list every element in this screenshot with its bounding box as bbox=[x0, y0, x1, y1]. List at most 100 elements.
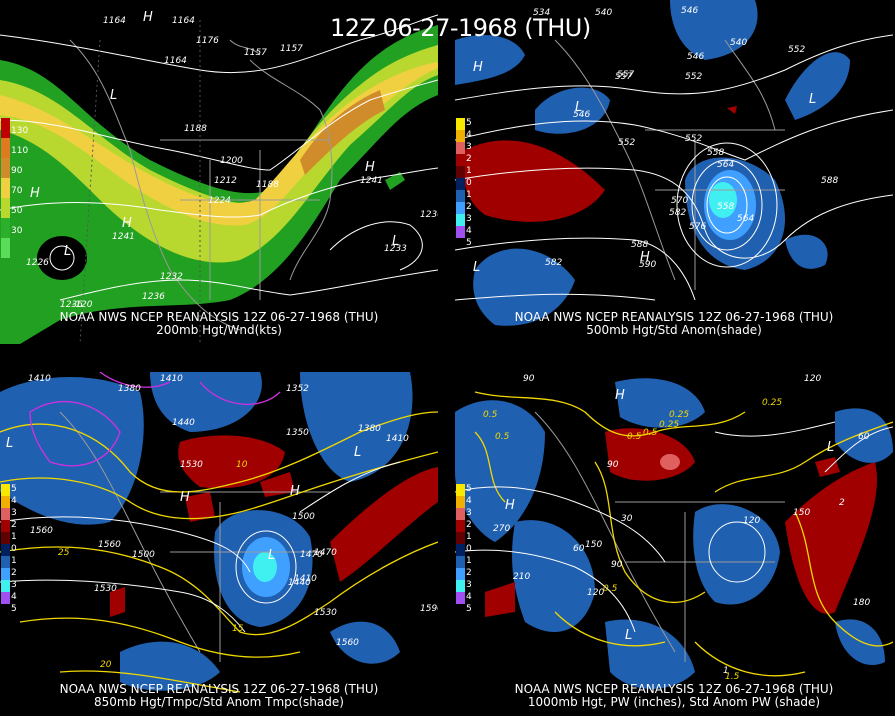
anomaly-neg-south bbox=[473, 248, 575, 326]
low-pressure-label: L bbox=[392, 234, 400, 249]
colorbar-tick-label: 3 bbox=[466, 214, 472, 224]
contour-label: 1236 bbox=[60, 300, 83, 310]
contour-label: 0.25 bbox=[659, 420, 680, 430]
contour-label: 1200 bbox=[220, 156, 243, 166]
contour-label: 590 bbox=[639, 260, 657, 270]
anomaly-pos-ne bbox=[260, 472, 295, 497]
contour-label: 0.5 bbox=[643, 428, 658, 438]
colorbar-tick-label: 5 bbox=[11, 484, 17, 494]
colorbar-tick-label: 4 bbox=[466, 130, 472, 140]
colorbar-tick-label: 5 bbox=[466, 118, 472, 128]
anomaly-pos-sw2 bbox=[110, 587, 125, 617]
contour-label: 540 bbox=[595, 8, 613, 18]
height-contours bbox=[455, 421, 893, 633]
low-pressure-label: L bbox=[64, 244, 72, 259]
contour-label: 1233 bbox=[384, 244, 407, 254]
jet-band-mid bbox=[0, 45, 438, 263]
colorbar-anomaly bbox=[456, 484, 465, 604]
colorbar-tick-label: 5 bbox=[466, 484, 472, 494]
contour-label: 2 bbox=[839, 498, 845, 508]
contour-label: 1440 bbox=[172, 418, 195, 428]
colorbar-tick-label: 4 bbox=[11, 592, 17, 602]
anomaly-neg-central bbox=[512, 520, 595, 632]
contour-label: 1188 bbox=[256, 180, 279, 190]
colorbar-swatch bbox=[456, 202, 465, 214]
anomaly-neg-atl bbox=[785, 52, 850, 121]
colorbar-swatch bbox=[1, 568, 10, 580]
colorbar-tick-label: 5 bbox=[11, 604, 17, 614]
contour-label: 1560 bbox=[30, 526, 53, 536]
contour-label: 1164 bbox=[103, 16, 126, 26]
colorbar-swatch bbox=[1, 580, 10, 592]
anomaly-neg-peak bbox=[709, 182, 737, 218]
pw-contours bbox=[474, 391, 893, 677]
contour-label: 1.5 bbox=[725, 672, 740, 682]
colorbar-swatch bbox=[1, 592, 10, 604]
colorbar-swatch bbox=[456, 592, 465, 604]
contour-label: 120 bbox=[804, 374, 822, 384]
anomaly-neg-gulf bbox=[785, 234, 828, 269]
trough-contour-2 bbox=[691, 159, 763, 251]
high-pressure-label: H bbox=[365, 160, 375, 175]
anomaly-pos-west bbox=[463, 140, 605, 222]
contour-label: 1500 bbox=[132, 550, 155, 560]
colorbar-swatch bbox=[456, 154, 465, 166]
colorbar-swatch bbox=[1, 520, 10, 532]
contour-label: 1176 bbox=[196, 36, 219, 46]
low-pressure-label: L bbox=[110, 88, 118, 103]
caption-line1: NOAA NWS NCEP REANALYSIS 12Z 06-27-1968 … bbox=[514, 682, 834, 696]
colorbar-tick-label: 5 bbox=[466, 604, 472, 614]
contour-label: 564 bbox=[717, 160, 735, 170]
low-pressure-label: L bbox=[354, 445, 362, 460]
jet-band-max bbox=[300, 90, 385, 175]
anomaly-pos-sw bbox=[185, 492, 215, 522]
high-pressure-label: H bbox=[180, 490, 190, 505]
colorbar-swatch bbox=[456, 190, 465, 202]
colorbar-swatch bbox=[1, 218, 10, 238]
contour-label: 1410 bbox=[386, 434, 409, 444]
low-pressure-label: L bbox=[809, 92, 817, 107]
contour-label: 90 bbox=[523, 374, 535, 384]
anomaly-neg-ne bbox=[670, 0, 758, 60]
contour-label: 1560 bbox=[336, 638, 359, 648]
contour-label: 120 bbox=[587, 588, 605, 598]
contour-label: 0.25 bbox=[669, 410, 690, 420]
contour-label: 557 bbox=[615, 72, 633, 82]
low-pressure-label: L bbox=[6, 436, 14, 451]
high-pressure-label: H bbox=[122, 216, 132, 231]
contour-label: 1530 bbox=[314, 608, 337, 618]
anomaly-neg-south bbox=[120, 641, 220, 691]
anomaly-pos-ne bbox=[815, 457, 840, 477]
caption-line1: NOAA NWS NCEP REANALYSIS 12Z 06-27-1968 … bbox=[59, 310, 379, 324]
contour-label: 1157 bbox=[244, 48, 267, 58]
colorbar-swatch bbox=[1, 138, 10, 158]
colorbar-tick-label: 3 bbox=[11, 508, 17, 518]
anomaly-pos-east bbox=[330, 467, 438, 582]
colorbar-tick-label: 1 bbox=[466, 556, 472, 566]
low-pressure-label: L bbox=[625, 628, 633, 643]
contour-label: 1157 bbox=[280, 44, 303, 54]
colorbar-tick-label: 4 bbox=[466, 226, 472, 236]
colorbar-tick-label: 3 bbox=[466, 508, 472, 518]
contour-label: 1 bbox=[723, 666, 729, 676]
colorbar-tick-label: 2 bbox=[466, 154, 472, 164]
colorbar-swatch bbox=[456, 214, 465, 226]
contour-label: 1164 bbox=[164, 56, 187, 66]
colorbar-tick-label: 5 bbox=[466, 238, 472, 248]
colorbar-tick-label: 4 bbox=[466, 496, 472, 506]
colorbar-tick-label: 2 bbox=[11, 520, 17, 530]
map-200mb bbox=[0, 14, 438, 344]
colorbar-swatch bbox=[456, 226, 465, 238]
lon-line bbox=[79, 39, 101, 344]
colorbar-swatch bbox=[456, 118, 465, 130]
colorbar-swatch bbox=[456, 496, 465, 508]
contour-label: 1560 bbox=[98, 540, 121, 550]
colorbar-swatch bbox=[456, 178, 465, 190]
colorbar-tick-label: 4 bbox=[11, 496, 17, 506]
contour-label: 90 bbox=[607, 460, 619, 470]
trough-contour-1 bbox=[706, 176, 748, 234]
contour-label: 1350 bbox=[286, 428, 309, 438]
high-pressure-label: H bbox=[473, 60, 483, 75]
cutoff-low-inner bbox=[37, 236, 87, 280]
